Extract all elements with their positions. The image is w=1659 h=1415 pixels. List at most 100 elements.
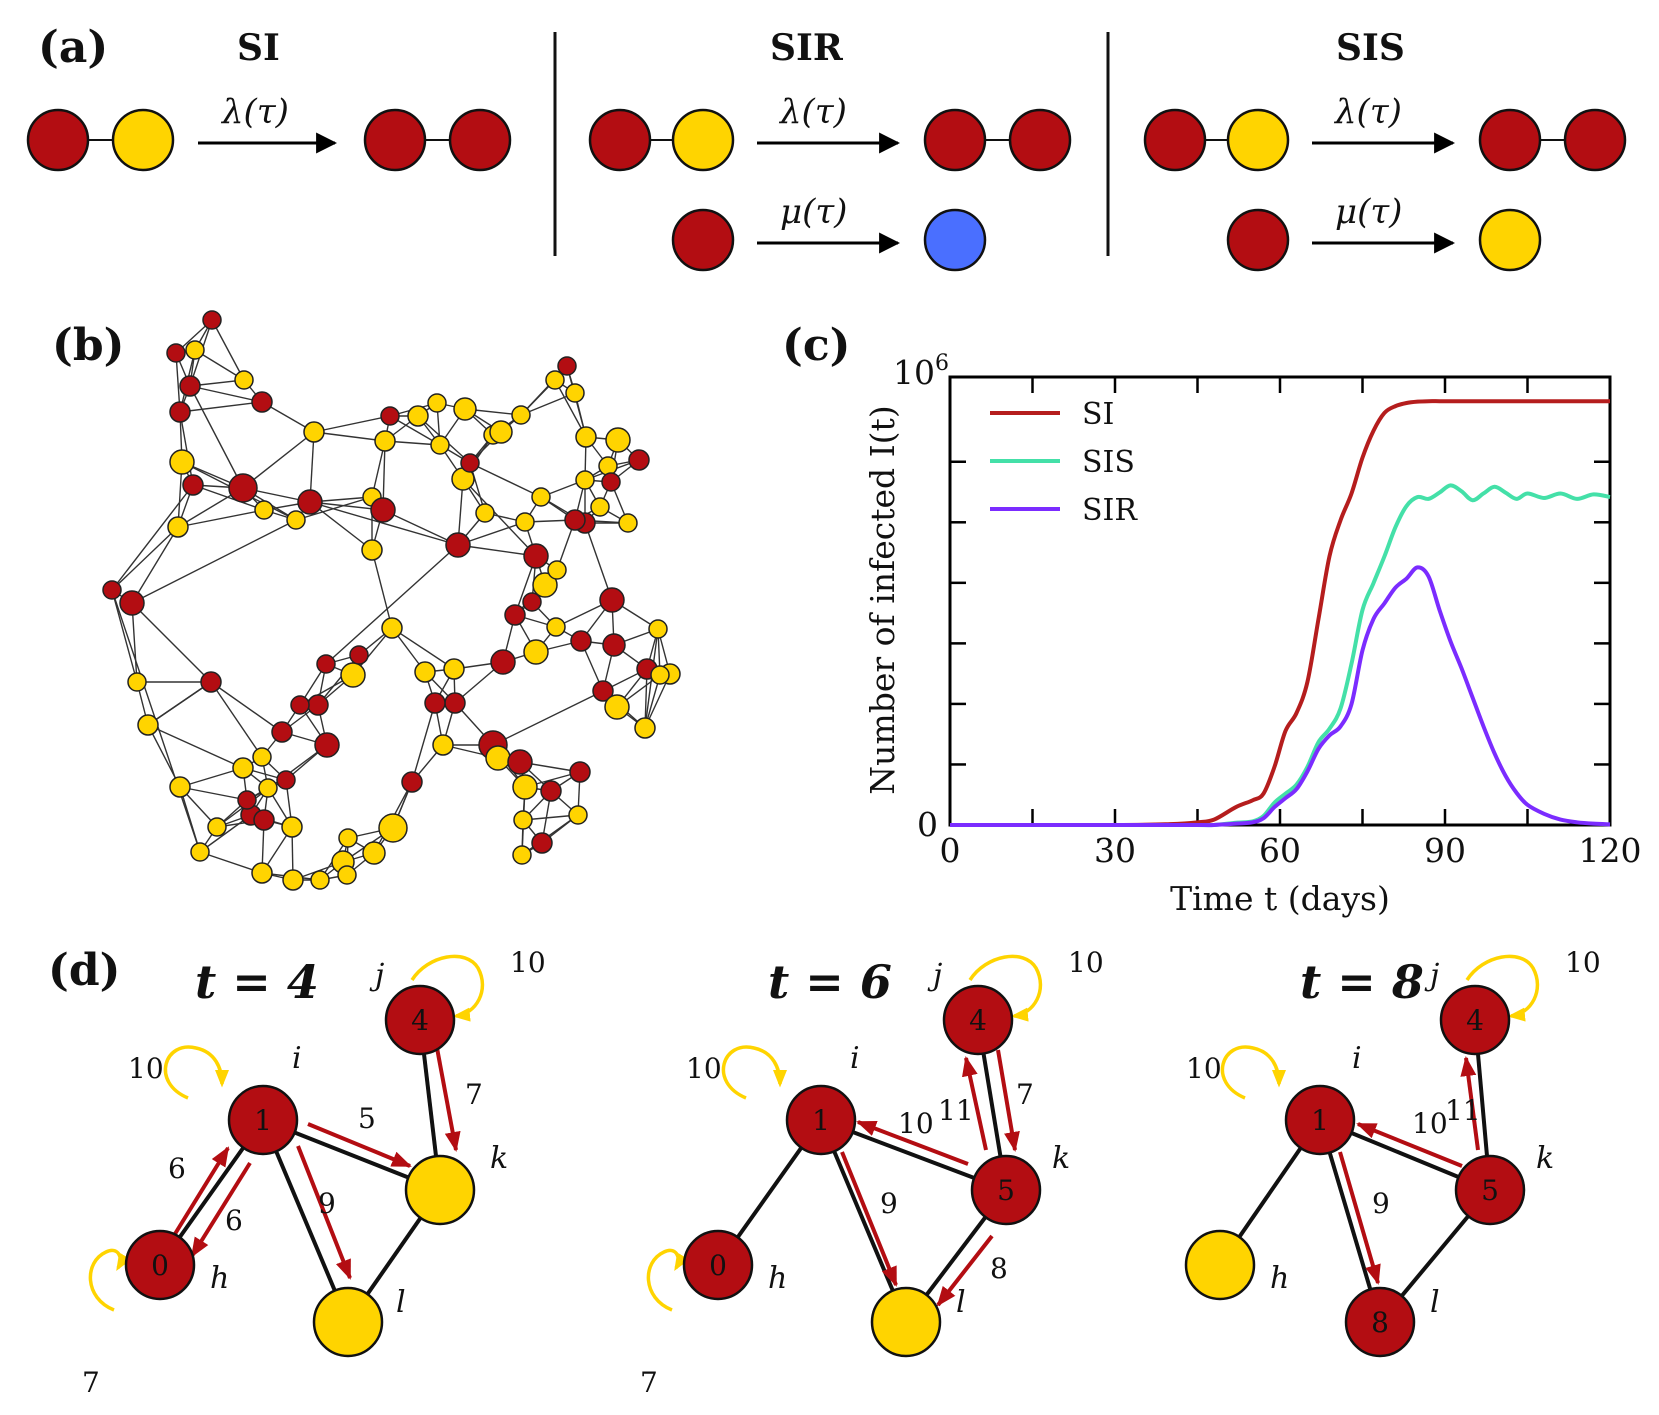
edge-time-label: 8 [990, 1252, 1008, 1285]
node-l [1344, 1286, 1416, 1358]
network-edge [179, 401, 263, 413]
transmission-arrow [307, 1122, 412, 1168]
node-k [970, 1154, 1042, 1226]
infected-node [119, 590, 145, 616]
node-name: i [1352, 1041, 1362, 1076]
network-edges [111, 319, 671, 881]
susceptible-node [546, 617, 566, 637]
si-title: SI [237, 27, 280, 69]
infected-node [599, 587, 625, 613]
susceptible-node [565, 383, 585, 403]
susceptible-node [513, 810, 533, 830]
sir-infected-node [671, 208, 735, 272]
sir-susceptible-node [671, 108, 735, 172]
network-edge [131, 602, 138, 683]
network-edge [309, 501, 373, 551]
infected-node [592, 680, 614, 702]
transmission-arrow [840, 1151, 898, 1287]
node-name: l [1430, 1285, 1440, 1320]
network-edge [457, 544, 537, 557]
panel-d-label: (d) [48, 945, 120, 996]
transmission-arrow [190, 1161, 252, 1258]
sis-rate-lambda: λ(τ) [1333, 92, 1402, 132]
network-edge [147, 681, 212, 726]
sir-recovered-node [923, 208, 987, 272]
infected-node [316, 654, 336, 674]
susceptible-node [254, 500, 274, 520]
network-edge [521, 814, 579, 856]
susceptible-node [618, 513, 638, 533]
transmission-arrow [996, 1049, 1020, 1152]
network-edge [584, 522, 613, 601]
infected-node [569, 761, 591, 783]
y-tick-label: 106 [893, 351, 949, 392]
node-infection-time: 4 [1466, 1004, 1484, 1037]
node-infection-time: 0 [709, 1249, 727, 1282]
infected-node [570, 630, 592, 652]
susceptible-node [232, 757, 254, 779]
infected-node [401, 771, 423, 793]
infected-node [557, 356, 577, 376]
node-name: i [850, 1041, 860, 1076]
susceptible-node [207, 817, 227, 837]
snapshot-t6: t = 6 10 11 7 9 8 10 10 7 1 0 [640, 946, 1104, 1399]
infected-node [370, 497, 396, 523]
sir-infected-node [588, 108, 652, 172]
snapshot-t4: t = 4 6 6 5 9 7 10 10 7 [82, 946, 546, 1399]
si-rate-lambda: λ(τ) [220, 92, 289, 132]
susceptible-node [650, 665, 670, 685]
sis-infected-node [1226, 208, 1290, 272]
infected-node [166, 343, 186, 363]
self-loop-arrow [968, 954, 1043, 1022]
node-name: k [1052, 1141, 1070, 1176]
si-infected-node [26, 108, 90, 172]
susceptible-node [167, 516, 189, 538]
self-loop-arrow [163, 1045, 229, 1100]
edge-time-label: 9 [880, 1187, 898, 1220]
node-name: h [768, 1261, 787, 1296]
transmission-arrow [1356, 1122, 1463, 1168]
infected-node [564, 509, 586, 531]
panel-a-label: (a) [38, 22, 108, 73]
network-edge [111, 526, 179, 591]
susceptible-node [598, 456, 618, 476]
panel-a: (a) SI λ(τ) SIR λ(τ) μ(τ) SIS λ(τ) [26, 22, 1627, 272]
edge-i-l [819, 1119, 908, 1323]
infected-node [460, 453, 480, 473]
susceptible-node [185, 340, 205, 360]
snapshot-t8: t = 8 10 11 9 10 10 1 4 5 8 i [1184, 946, 1601, 1358]
panel-c: (c) 0 106 0 30 60 90 120 Time t (days) N… [782, 320, 1642, 918]
susceptible-node [282, 869, 304, 891]
susceptible-node [511, 405, 531, 425]
node-name: j [369, 958, 384, 993]
susceptible-node [432, 734, 454, 756]
transmission-arrow [168, 1146, 230, 1244]
network-nodes [102, 310, 681, 891]
self-loop-label: 7 [82, 1366, 100, 1399]
network-edge [411, 702, 436, 783]
sis-susceptible-node [1226, 108, 1290, 172]
network-edge [199, 851, 263, 874]
transmission-arrow [1460, 1056, 1480, 1151]
infected-node [540, 780, 562, 802]
susceptible-node [532, 572, 558, 598]
edge-time-label: 5 [358, 1102, 376, 1135]
susceptible-node [340, 662, 366, 688]
transmission-arrow [296, 1145, 352, 1280]
infected-node [349, 645, 369, 665]
infected-node [523, 543, 549, 569]
network-edge [131, 602, 212, 683]
node-infection-time: 0 [151, 1249, 169, 1282]
node-infection-time: 1 [812, 1104, 830, 1137]
node-h [682, 1229, 754, 1301]
infected-node [102, 580, 122, 600]
series-line-si [949, 399, 1610, 828]
infected-node [253, 809, 275, 831]
network-edge [492, 690, 604, 746]
sis-infected-node [1143, 108, 1207, 172]
susceptible-node [137, 714, 159, 736]
infected-node [628, 449, 650, 471]
susceptible-node [127, 672, 147, 692]
network-edge [309, 501, 459, 546]
self-loop-arrow [1220, 1045, 1286, 1100]
